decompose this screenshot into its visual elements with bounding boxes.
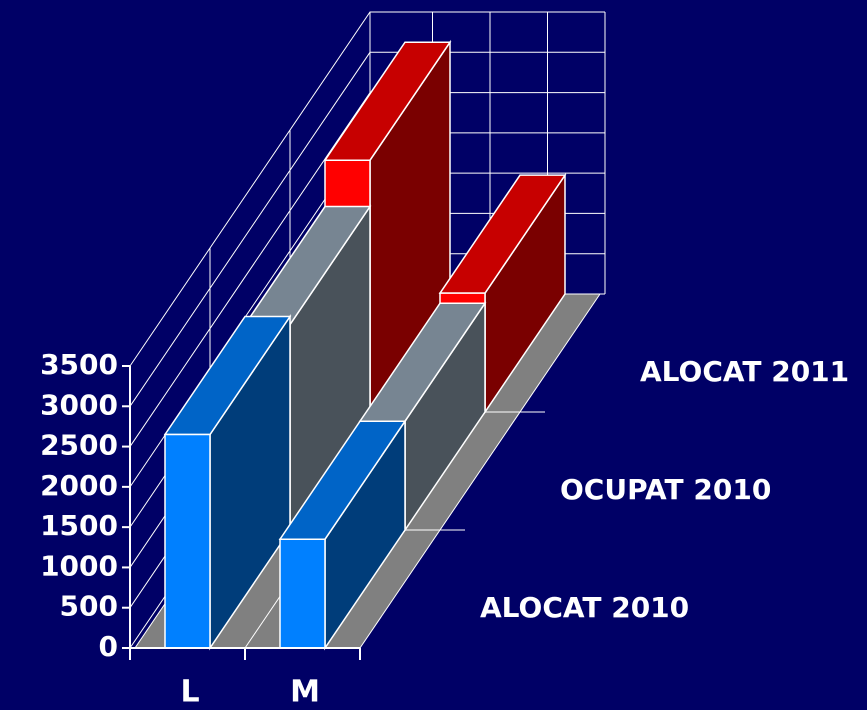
bar — [279, 538, 326, 649]
y-tick-label: 0 — [99, 630, 118, 663]
y-tick-label: 2000 — [40, 469, 118, 502]
y-tick-label: 3500 — [40, 348, 118, 381]
x-tick-label: M — [290, 675, 320, 710]
y-tick-label: 2500 — [40, 429, 118, 462]
y-tick-label: 1500 — [40, 509, 118, 542]
y-tick-label: 500 — [60, 590, 118, 623]
series-label: OCUPAT 2010 — [560, 473, 771, 506]
bar — [164, 433, 211, 649]
y-tick-label: 1000 — [40, 549, 118, 582]
series-label: ALOCAT 2011 — [640, 355, 849, 388]
series-label: ALOCAT 2010 — [480, 591, 689, 624]
y-tick-label: 3000 — [40, 388, 118, 421]
x-tick-label: L — [180, 675, 199, 710]
